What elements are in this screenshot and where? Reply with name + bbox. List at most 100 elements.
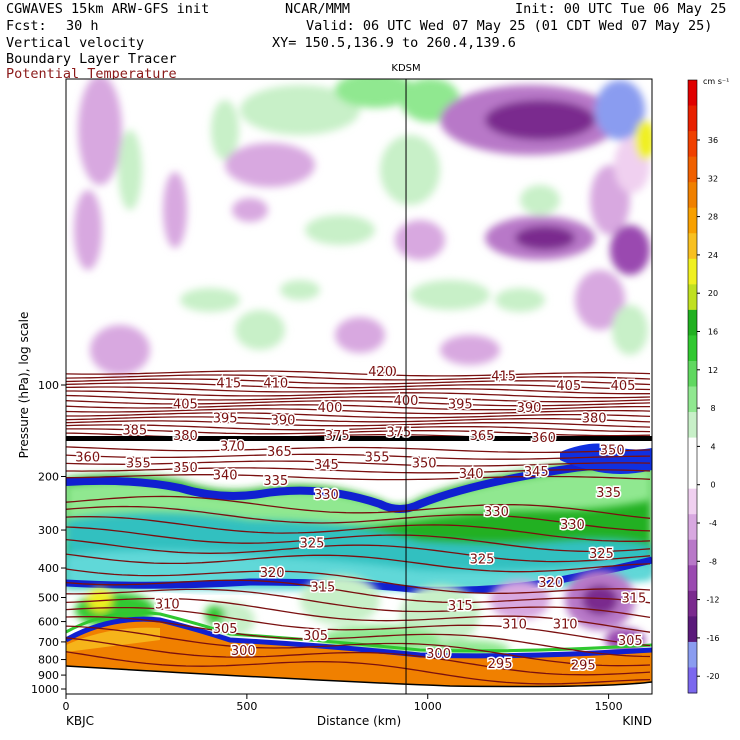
theta-label: 360 [531, 431, 556, 446]
theta-label: 390 [517, 401, 542, 416]
theta-label: 360 [75, 451, 100, 466]
kdsm-station-label: KDSM [391, 63, 420, 74]
colorbar-tick-label: 12 [708, 366, 718, 375]
isentrope-line [66, 412, 651, 419]
colorbar-swatch [688, 309, 697, 336]
isentrope-line [66, 428, 651, 437]
theta-label: 405 [611, 379, 636, 394]
colorbar-tick-label: 20 [708, 289, 718, 298]
colorbar-tick-label: 16 [708, 328, 718, 337]
theta-label: 315 [448, 599, 473, 614]
colorbar-swatch [688, 284, 697, 311]
isentrope-line [66, 446, 651, 454]
theta-label: 325 [300, 537, 325, 552]
theta-label: 315 [621, 591, 646, 606]
isentrope-line [66, 424, 651, 433]
isentrope-line [66, 416, 651, 423]
theta-label: 415 [491, 369, 516, 384]
isentrope-line [66, 597, 651, 633]
x-tick-label: 0 [63, 700, 70, 713]
theta-label: 305 [303, 629, 328, 644]
theta-label: 340 [459, 467, 484, 482]
theta-label: 310 [502, 618, 527, 633]
theta-label: 365 [267, 445, 292, 460]
field-potential-temperature: Potential Temperature [6, 66, 177, 82]
colorbar-tick-label: 32 [708, 174, 718, 183]
colorbar-swatch [688, 360, 697, 387]
theta-label: 300 [426, 647, 451, 662]
y-tick-label: 500 [38, 591, 59, 604]
y-tick-label: 200 [38, 471, 59, 484]
x-tick-label: 1000 [414, 700, 442, 713]
theta-label: 325 [589, 547, 614, 562]
colorbar-swatch [688, 463, 697, 490]
isentrope-line [66, 637, 651, 676]
theta-label: 295 [488, 657, 513, 672]
x-axis: 0 500 1000 1500 [63, 694, 623, 713]
y-tick-label: 600 [38, 616, 59, 629]
isentrope-line [66, 625, 651, 667]
theta-label: 405 [556, 379, 581, 394]
colorbar-swatch [688, 488, 697, 515]
theta-label: 410 [263, 376, 288, 391]
isentrope-line [66, 374, 651, 381]
colorbar-swatch [688, 207, 697, 234]
colorbar-swatch [688, 335, 697, 362]
colorbar-swatch [688, 258, 697, 285]
surface-layer [66, 611, 652, 694]
theta-label: 350 [600, 444, 625, 459]
theta-label: 320 [538, 576, 563, 591]
colorbar-swatch [688, 386, 697, 413]
theta-label: 320 [260, 566, 285, 581]
station-left-label: KBJC [66, 714, 94, 728]
theta-label: 350 [173, 461, 198, 476]
colorbar-swatch [688, 514, 697, 541]
isentrope-line [66, 606, 651, 647]
isentrope-line [66, 579, 651, 604]
cross-section-xy: XY= 150.5,136.9 to 260.4,139.6 [272, 35, 516, 51]
isentrope-line [66, 495, 651, 519]
model-title: CGWAVES 15km ARW-GFS init [6, 1, 210, 17]
theta-label: 325 [470, 552, 495, 567]
theta-label: 395 [448, 397, 473, 412]
y-tick-label: 700 [38, 636, 59, 649]
theta-label: 305 [213, 622, 238, 637]
isentrope-line [66, 474, 651, 481]
isentrope-line [66, 400, 651, 407]
isentrope-line [66, 404, 650, 411]
colorbar-swatch [688, 667, 697, 694]
theta-label: 380 [582, 412, 607, 427]
init-time: Init: 00 UTC Tue 06 May 25 [515, 1, 727, 17]
theta-label: 335 [596, 486, 621, 501]
plot-frame [65, 78, 653, 695]
colorbar-swatch [688, 131, 697, 158]
y-tick-label: 400 [38, 562, 59, 575]
colorbar-swatch [688, 233, 697, 260]
isentrope-line [66, 390, 651, 399]
colorbar-tick-label: 0 [710, 481, 715, 490]
isentropes [66, 370, 651, 685]
theta-label: 420 [372, 365, 397, 380]
theta-label: 395 [213, 412, 238, 427]
y-tick-label: 800 [38, 654, 59, 667]
theta-label: 355 [365, 451, 390, 466]
station-right-label: KIND [622, 714, 652, 728]
y-tick-label: 900 [38, 669, 59, 682]
colorbar-tick-label: 24 [708, 251, 718, 260]
x-tick-label: 1500 [595, 700, 623, 713]
theta-label: 370 [220, 439, 245, 454]
y-tick-label: 300 [38, 524, 59, 537]
colorbar-tick-label: 8 [710, 404, 715, 413]
theta-label: 355 [126, 457, 151, 472]
theta-label: 310 [553, 618, 578, 633]
theta-label: 405 [173, 397, 198, 412]
field-boundary-layer-tracer: Boundary Layer Tracer [6, 51, 177, 67]
theta-label: 335 [263, 474, 288, 489]
theta-label: 420 [368, 365, 393, 380]
colorbar-tick-label: 4 [710, 442, 715, 451]
colorbar-tick-label: 28 [708, 213, 718, 222]
org-label: NCAR/MMM [285, 1, 351, 17]
isentrope-line [66, 505, 651, 532]
colorbar-swatch [688, 565, 697, 592]
colorbar-tick-label: -16 [706, 634, 719, 643]
